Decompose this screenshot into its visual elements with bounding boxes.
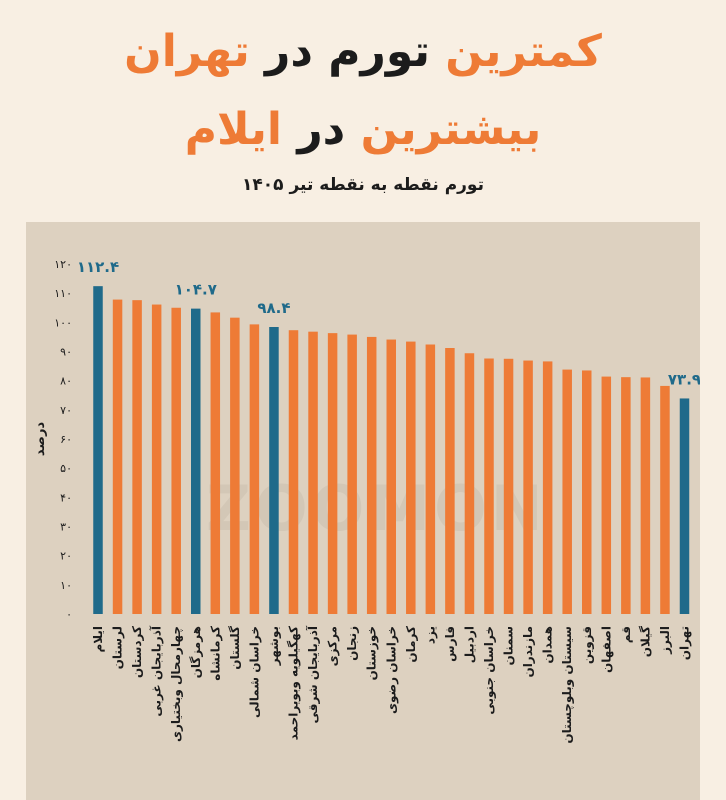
bar-23 <box>523 360 533 614</box>
bar-8 <box>230 317 240 614</box>
x-tick-label: قم <box>619 626 633 643</box>
x-tick-label: کرمان <box>404 626 418 663</box>
x-tick-label: مرکزی <box>326 626 340 666</box>
bar-10 <box>269 327 279 614</box>
bar-22 <box>503 358 514 614</box>
bar-17 <box>406 341 416 614</box>
y-tick-label: ۹۰ <box>60 346 72 359</box>
bar-4 <box>151 304 162 614</box>
x-tick-label: مازندران <box>521 626 535 678</box>
bar-1 <box>93 286 103 614</box>
y-tick-label: ۵۰ <box>60 462 72 475</box>
data-label: ۷۳.۹ <box>668 370 700 388</box>
title-word-inflation-in: تورم در <box>265 26 430 77</box>
main-title-line1: کمترین تورم در تهران <box>0 30 726 74</box>
bar-13 <box>327 333 338 614</box>
x-tick-label: هرمزگان <box>189 626 203 678</box>
y-tick-label: ۱۱۰ <box>54 287 72 300</box>
bar-29 <box>640 377 651 614</box>
bar-9 <box>249 324 260 614</box>
y-tick-label: ۴۰ <box>60 491 72 504</box>
y-tick-label: ۸۰ <box>60 375 72 388</box>
x-tick-label: گیلان <box>638 626 652 657</box>
title-word-ilam: ایلام <box>184 104 282 155</box>
x-tick-label: آذربایجان شرقی <box>305 625 320 723</box>
bar-3 <box>132 300 142 614</box>
y-tick-label: ۷۰ <box>60 404 72 417</box>
x-tick-label: تهران <box>678 626 692 660</box>
bar-7 <box>210 312 221 614</box>
x-tick-label: کهگیلویه وبویراحمد <box>287 626 302 740</box>
bar-chart: ۰ ۱۰ ۲۰ ۳۰ ۴۰ ۵۰ ۶۰ ۷۰ ۸۰ ۹۰ ۱۰۰ ۱۱۰ ۱۲۰ درصد ایلام ۱۱۲… <box>33 258 700 744</box>
bar-26 <box>582 370 592 614</box>
bar-25 <box>562 369 572 614</box>
x-tick-label: البرز <box>658 626 672 655</box>
bar-27 <box>601 376 612 614</box>
y-tick-label: ۶۰ <box>60 433 72 446</box>
x-tick-label: سمنان <box>502 626 516 666</box>
x-tick-label: کرمانشاه <box>208 626 222 681</box>
x-tick-label: آذربایجان غربی <box>149 625 164 716</box>
y-tick-label: ۱۲۰ <box>54 258 72 271</box>
x-tick-label: خراسان رضوی <box>384 626 399 714</box>
bar-19 <box>445 348 455 614</box>
x-tick-label: اصفهان <box>599 626 613 673</box>
x-tick-label: لرستان <box>111 626 125 669</box>
x-tick-label: کردستان <box>130 626 144 678</box>
title-word-in: در <box>297 104 346 155</box>
bar-16 <box>386 339 396 614</box>
x-tick-label: بوشهر <box>267 626 282 666</box>
bar-31 <box>679 398 690 614</box>
y-tick-label: ۲۰ <box>60 550 72 563</box>
bar-21 <box>484 358 494 614</box>
x-tick-label: فارس <box>443 626 457 662</box>
bar-12 <box>308 331 318 614</box>
title-word-most: بیشترین <box>360 104 542 155</box>
y-tick-label: ۰ <box>66 608 72 621</box>
bar-30 <box>660 385 670 614</box>
chart-panel: ZOOMON ۰۱۰۲۰۳۰۴۰۵۰۶۰۷۰۸۰۹۰۱۰۰۱۱۰۱۲۰درصدا… <box>26 222 700 800</box>
data-label: ۹۸.۴ <box>257 299 290 317</box>
title-word-least: کمترین <box>445 26 602 77</box>
x-tick-label: یزد <box>423 626 437 644</box>
y-axis-label: درصد <box>33 422 48 457</box>
x-tick-label: قزوین <box>580 626 595 664</box>
bar-2 <box>112 299 123 614</box>
y-tick-label: ۳۰ <box>60 521 72 534</box>
bar-24 <box>542 361 553 614</box>
x-tick-label: همدان <box>541 626 555 664</box>
bar-6 <box>191 308 201 614</box>
bar-11 <box>288 330 299 614</box>
bar-14 <box>347 334 357 614</box>
x-tick-label: ایلام <box>91 626 106 653</box>
bar-15 <box>366 336 377 614</box>
subtitle: تورم نقطه به نقطه تیر ۱۴۰۵ <box>242 175 484 195</box>
data-label: ۱۰۴.۷ <box>175 281 217 299</box>
data-label: ۱۱۲.۴ <box>77 258 119 276</box>
x-tick-label: چهارمحال وبختیاری <box>169 626 184 742</box>
y-tick-label: ۱۰۰ <box>54 316 72 329</box>
x-tick-label: خراسان جنوبی <box>482 626 497 715</box>
bar-20 <box>464 353 475 614</box>
bar-5 <box>171 307 181 614</box>
x-tick-label: اردبیل <box>462 626 476 663</box>
bar-18 <box>425 344 436 614</box>
title-word-tehran: تهران <box>124 26 250 77</box>
bar-28 <box>621 377 631 614</box>
x-tick-label: زنجان <box>345 626 359 661</box>
x-tick-label: خوزستان <box>365 626 380 681</box>
y-tick-label: ۱۰ <box>60 579 72 592</box>
x-tick-label: خراسان شمالی <box>247 626 261 718</box>
x-tick-label: سیستان وبلوچستان <box>560 626 575 744</box>
main-title-line2: بیشترین در ایلام <box>0 108 726 152</box>
x-tick-label: گلستان <box>228 626 242 670</box>
